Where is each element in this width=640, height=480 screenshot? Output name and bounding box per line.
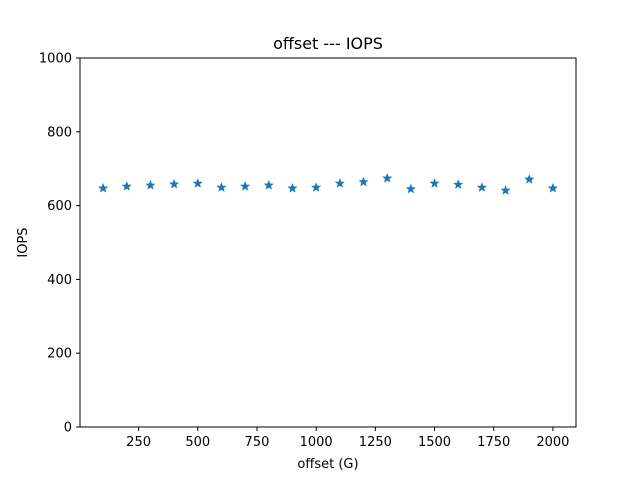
data-point (453, 179, 463, 189)
x-axis-label: offset (G) (297, 457, 358, 472)
data-point (382, 173, 392, 183)
x-tick-label: 250 (126, 435, 151, 450)
x-tick-label: 1750 (477, 435, 510, 450)
data-point (429, 178, 440, 188)
data-point (524, 174, 534, 184)
y-tick-label: 400 (47, 273, 72, 288)
y-axis-ticks: 0 200 400 600 800 1000 (39, 52, 80, 436)
data-point (358, 177, 369, 187)
x-tick-label: 2000 (536, 435, 569, 450)
y-axis-label: IOPS (16, 227, 31, 257)
data-point (193, 178, 203, 188)
data-point (169, 179, 179, 189)
data-point (406, 184, 416, 194)
data-point (216, 182, 227, 192)
x-axis-ticks: 250 500 750 1000 1250 1500 1750 2000 (126, 427, 569, 450)
data-point (335, 178, 345, 188)
data-point (240, 181, 250, 191)
chart-title: offset --- IOPS (273, 34, 383, 53)
x-tick-label: 1250 (359, 435, 392, 450)
y-tick-label: 600 (47, 199, 72, 214)
data-point (287, 183, 298, 193)
x-tick-label: 1500 (418, 435, 451, 450)
plot-frame (79, 57, 577, 428)
y-tick-label: 800 (47, 125, 72, 140)
data-point (264, 180, 274, 190)
data-point (500, 185, 511, 195)
x-tick-label: 1000 (300, 435, 333, 450)
data-point (98, 183, 108, 193)
y-tick-label: 1000 (39, 52, 72, 67)
data-point (477, 182, 487, 192)
y-tick-label: 0 (64, 421, 72, 436)
data-point (145, 180, 156, 190)
x-tick-label: 500 (185, 435, 210, 450)
y-tick-label: 200 (47, 347, 72, 362)
data-point (311, 182, 321, 192)
x-tick-label: 750 (245, 435, 270, 450)
data-point (122, 181, 132, 191)
data-point (548, 183, 558, 193)
data-points (98, 173, 558, 195)
